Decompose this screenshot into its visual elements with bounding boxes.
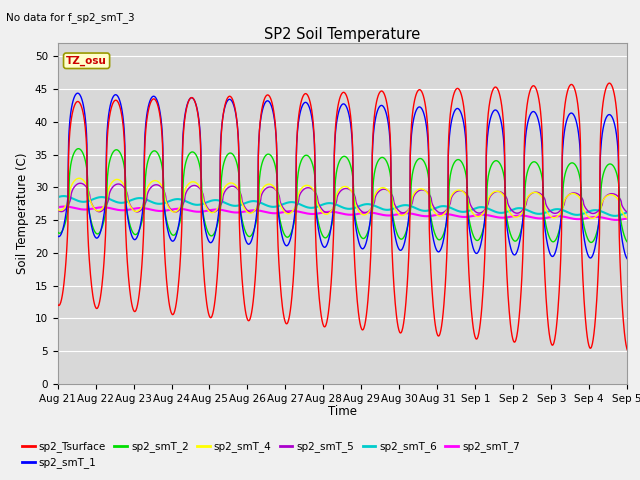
Title: SP2 Soil Temperature: SP2 Soil Temperature xyxy=(264,27,420,42)
Text: No data for f_sp2_smT_3: No data for f_sp2_smT_3 xyxy=(6,12,135,23)
Legend: sp2_Tsurface, sp2_smT_1, sp2_smT_2, sp2_smT_4, sp2_smT_5, sp2_smT_6, sp2_smT_7: sp2_Tsurface, sp2_smT_1, sp2_smT_2, sp2_… xyxy=(18,437,524,472)
Text: TZ_osu: TZ_osu xyxy=(66,56,107,66)
X-axis label: Time: Time xyxy=(328,405,357,418)
Y-axis label: Soil Temperature (C): Soil Temperature (C) xyxy=(16,153,29,275)
